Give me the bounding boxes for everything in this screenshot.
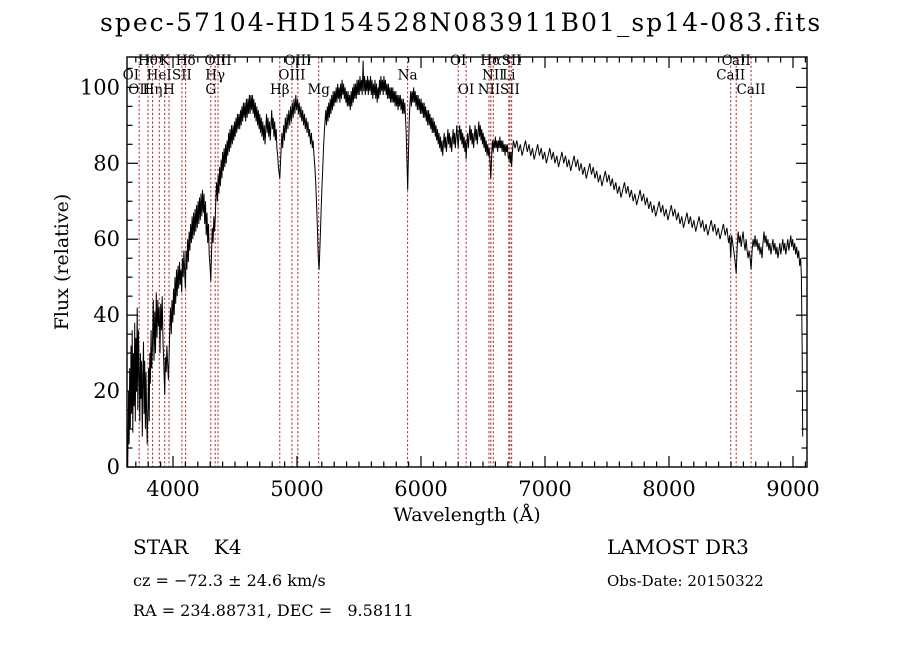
- y-tick-label: 0: [107, 455, 120, 479]
- x-tick-label: 4000: [146, 477, 199, 501]
- spectral-line-label: Na: [398, 68, 418, 84]
- spectrum-trace: [127, 60, 804, 468]
- x-tick-label: 7000: [518, 477, 571, 501]
- spectral-line-label: CaII: [716, 68, 745, 84]
- x-tick-label: 5000: [270, 477, 323, 501]
- spectral-line-label: G: [205, 82, 216, 98]
- spectral-line-label: SII: [502, 53, 522, 69]
- spectral-line-label: Mg: [307, 82, 330, 98]
- spectral-line-label: Hβ: [270, 82, 290, 98]
- spectral-line-label: SII: [172, 68, 192, 84]
- spectral-line-label: Hδ: [176, 53, 196, 69]
- cz-text: cz = −72.3 ± 24.6 km/s: [133, 571, 326, 590]
- x-tick-label: 6000: [394, 477, 447, 501]
- x-tick-label: 8000: [642, 477, 695, 501]
- spectral-line-label: NII: [482, 68, 504, 84]
- spectral-line-label: NII: [478, 82, 500, 98]
- spectral-line-label: OIII: [284, 53, 311, 69]
- spectral-line-label: HeI: [147, 68, 172, 84]
- spectral-line-label: OIII: [278, 68, 305, 84]
- spectral-line-label: OII: [128, 82, 150, 98]
- y-tick-label: 80: [93, 151, 120, 175]
- spectral-line-label: Hγ: [205, 68, 225, 84]
- spectral-line-label: OIII: [204, 53, 231, 69]
- x-axis-label: Wavelength (Å): [393, 504, 541, 526]
- spectral-line-label: H: [163, 82, 175, 98]
- x-tick-label: 9000: [766, 477, 819, 501]
- spectral-line-label: K: [160, 53, 171, 69]
- y-tick-label: 20: [93, 379, 120, 403]
- spectral-line-label: Hθ: [138, 53, 158, 69]
- obs-date-text: Obs-Date: 20150322: [607, 572, 764, 590]
- ra-dec-text: RA = 234.88731, DEC = 9.58111: [133, 601, 414, 620]
- spectral-line-label: SII: [500, 82, 520, 98]
- y-tick-label: 100: [80, 75, 120, 99]
- spectral-line-label: Hη: [143, 82, 163, 98]
- figure-title: spec-57104-HD154528N083911B01_sp14-083.f…: [100, 8, 823, 37]
- spectral-line-label: OI: [450, 53, 466, 69]
- y-tick-label: 60: [93, 227, 120, 251]
- spectral-line-label: Hα: [480, 53, 501, 69]
- plot-frame: [126, 56, 808, 468]
- y-tick-label: 40: [93, 303, 120, 327]
- spectral-line-label: OI: [458, 82, 474, 98]
- spectral-line-label: Li: [502, 68, 516, 84]
- object-class-text: STAR K4: [133, 535, 242, 559]
- spectral-line-label: OI: [123, 68, 139, 84]
- survey-text: LAMOST DR3: [607, 535, 749, 559]
- spectral-line-label: CaII: [722, 53, 751, 69]
- spectral-line-label: CaII: [737, 82, 766, 98]
